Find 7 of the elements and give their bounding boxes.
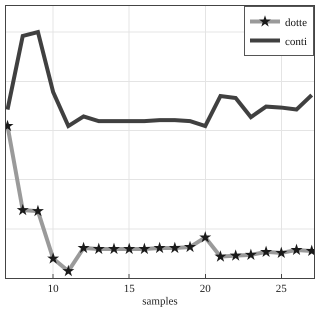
x-tick-label: 25 bbox=[276, 283, 288, 296]
x-tick-label: 10 bbox=[48, 283, 60, 296]
legend-label: dotte bbox=[285, 16, 308, 29]
x-tick-label: 15 bbox=[124, 283, 136, 296]
x-tick-label: 20 bbox=[200, 283, 212, 296]
legend-label: conti bbox=[285, 36, 307, 48]
x-axis-title: samples bbox=[142, 295, 178, 308]
